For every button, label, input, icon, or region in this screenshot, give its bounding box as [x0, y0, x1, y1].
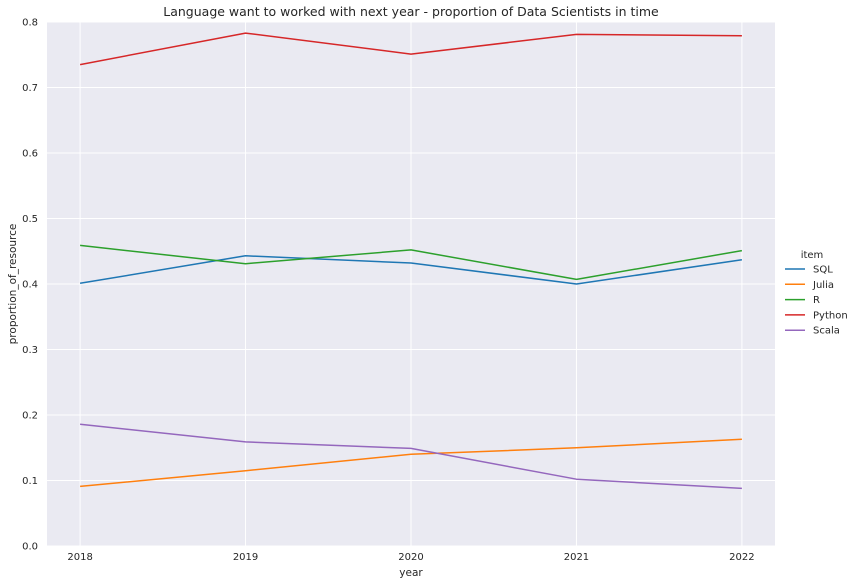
series-line-r — [80, 244, 743, 281]
series-line-sql — [79, 255, 743, 285]
series-line-scala — [80, 423, 742, 490]
series-lines — [79, 32, 743, 490]
legend-item-label: Scala — [813, 326, 840, 337]
legend-item-label: Julia — [812, 280, 834, 291]
x-tick-label: 2018 — [67, 552, 92, 563]
y-axis-label: proportion_of_resource — [7, 224, 19, 345]
y-tick-label: 0.5 — [22, 214, 38, 225]
y-tick-label: 0.8 — [22, 18, 38, 29]
y-axis-ticks: 0.0 0.1 0.2 0.3 0.4 0.5 0.6 0.7 0.8 — [22, 18, 38, 553]
x-tick-label: 2020 — [398, 552, 423, 563]
y-tick-label: 0.6 — [22, 149, 38, 160]
x-axis-label: year — [399, 567, 423, 579]
x-tick-label: 2022 — [729, 552, 754, 563]
y-tick-label: 0.7 — [22, 83, 38, 94]
x-axis-ticks: 2018 2019 2020 2021 2022 — [67, 552, 754, 563]
y-tick-label: 0.1 — [22, 476, 38, 487]
x-tick-label: 2019 — [233, 552, 258, 563]
legend-item-label: R — [813, 295, 820, 306]
y-tick-label: 0.3 — [22, 345, 38, 356]
legend-item-label: SQL — [813, 265, 833, 276]
y-tick-label: 0.0 — [22, 542, 38, 553]
legend: item SQL Julia R Python Scala — [785, 250, 848, 337]
grid — [47, 21, 775, 547]
series-line-python — [79, 32, 742, 66]
chart-title: Language want to worked with next year -… — [163, 4, 659, 19]
legend-item-label: Python — [813, 310, 848, 321]
y-tick-label: 0.4 — [22, 280, 38, 291]
series-line-julia — [80, 438, 742, 488]
legend-title: item — [801, 250, 824, 261]
x-tick-label: 2021 — [564, 552, 589, 563]
y-tick-label: 0.2 — [22, 411, 38, 422]
